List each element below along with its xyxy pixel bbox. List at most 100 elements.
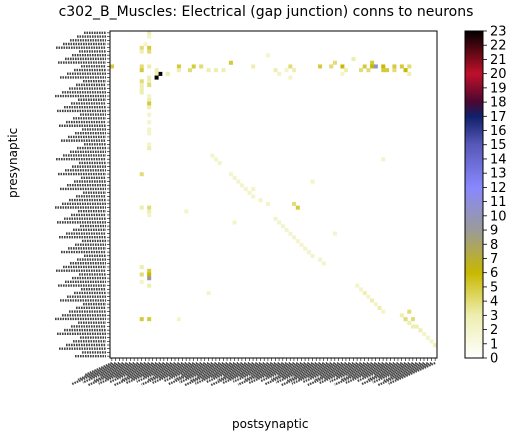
heatmap-cell [236,179,241,184]
heatmap-cell [147,205,152,210]
heatmap-cell [277,71,282,76]
x-tick-label [318,361,365,385]
x-tick-label [264,361,313,386]
x-tick-label [228,361,265,380]
x-tick-label [174,361,213,381]
heatmap-cell [273,68,278,73]
heatmap-cell [277,220,282,225]
heatmap-cell [147,317,152,322]
heatmap-cell [418,328,423,333]
heatmap-cell [139,86,144,91]
heatmap-cell [139,90,144,95]
heatmap-cell [280,224,285,229]
colorbar-tick-label: 17 [490,110,507,125]
heatmap-cell [139,68,144,73]
x-tick-label [87,361,139,387]
heatmap-cell [214,68,219,73]
x-tick-label [115,361,150,379]
x-tick-label [291,361,339,385]
heatmap-cell [355,283,360,288]
x-tick-label [255,361,291,380]
heatmap-cell [147,34,152,39]
heatmap-cell [110,64,115,69]
x-tick-label [104,361,143,381]
heatmap-cell [377,305,382,310]
colorbar-tick-label: 3 [490,309,498,324]
y-ticks [107,32,110,357]
colorbar-tick-label: 23 [490,25,507,40]
heatmap-cell [422,331,427,337]
heatmap-cell [381,309,386,314]
heatmap-cell [147,209,152,214]
heatmap-cell [351,57,356,62]
heatmap-cell [362,291,367,296]
x-tick-label [297,361,336,381]
x-tick-label [88,361,124,380]
heatmap-cell [214,157,219,162]
x-tick-label [82,361,128,384]
heatmap-cell [292,68,297,73]
heatmap-cell [154,75,159,80]
heatmap-cell [299,242,304,247]
heatmap-cell [176,317,181,322]
x-tick-label [205,361,250,384]
heatmap-cell [403,317,408,322]
heatmap-cell [373,302,378,307]
heatmap-cell [381,64,386,69]
heatmap-cell [340,64,345,69]
heatmap-cell [147,213,152,218]
heatmap-cell [147,272,152,277]
heatmap-cell [191,64,196,69]
heatmap-cell [147,49,152,54]
colorbar [464,30,484,359]
heatmap-cell [358,68,363,73]
heatmap-cell [147,112,152,117]
heatmap-cell [247,190,252,195]
colorbar-tick-label: 15 [490,138,507,153]
heatmap-cell [318,64,323,69]
heatmap-cell [139,79,144,84]
plot-frame [109,30,438,359]
heatmap-cell [217,161,222,166]
x-tick-label [99,361,131,378]
colorbar-tick-label: 14 [490,152,507,167]
heatmap-cell [362,64,367,69]
x-tick-label [210,361,261,387]
x-ticks [111,358,436,361]
heatmap-cell [206,291,211,296]
heatmap-cell [358,287,363,292]
heatmap-cell [288,75,293,80]
x-tick-label [142,361,176,379]
heatmap-cell [147,120,152,125]
x-tick-label [201,361,239,381]
heatmap-cell [295,239,300,244]
heatmap-cell [143,42,148,47]
heatmap-cell [407,309,412,314]
heatmap-cell [273,216,278,221]
x-tick-label [232,361,276,383]
heatmap-cell [410,317,416,322]
x-tick-label [77,361,117,381]
x-tick-label [120,361,161,382]
x-tick-label [114,361,165,387]
x-tick-label [280,361,332,387]
heatmap-cell [139,83,144,88]
heatmap-cell [147,79,152,84]
heatmap-cell [147,105,152,110]
heatmap-cell [206,68,211,73]
heatmap-cell [139,172,144,177]
x-tick-label [302,361,347,384]
x-tick-labels [71,361,436,387]
heatmap-cell [243,187,248,192]
colorbar-tick-label: 5 [490,280,498,295]
heatmap-cell [176,64,181,69]
x-tick-label [377,361,429,387]
x-tick-label [179,361,224,384]
x-tick-label [345,361,391,384]
heatmap-cell [366,294,371,299]
x-tick-label [185,361,221,380]
colorbar-tick-label: 8 [490,238,498,253]
x-tick-label [248,361,295,384]
heatmap-cell [147,142,152,147]
